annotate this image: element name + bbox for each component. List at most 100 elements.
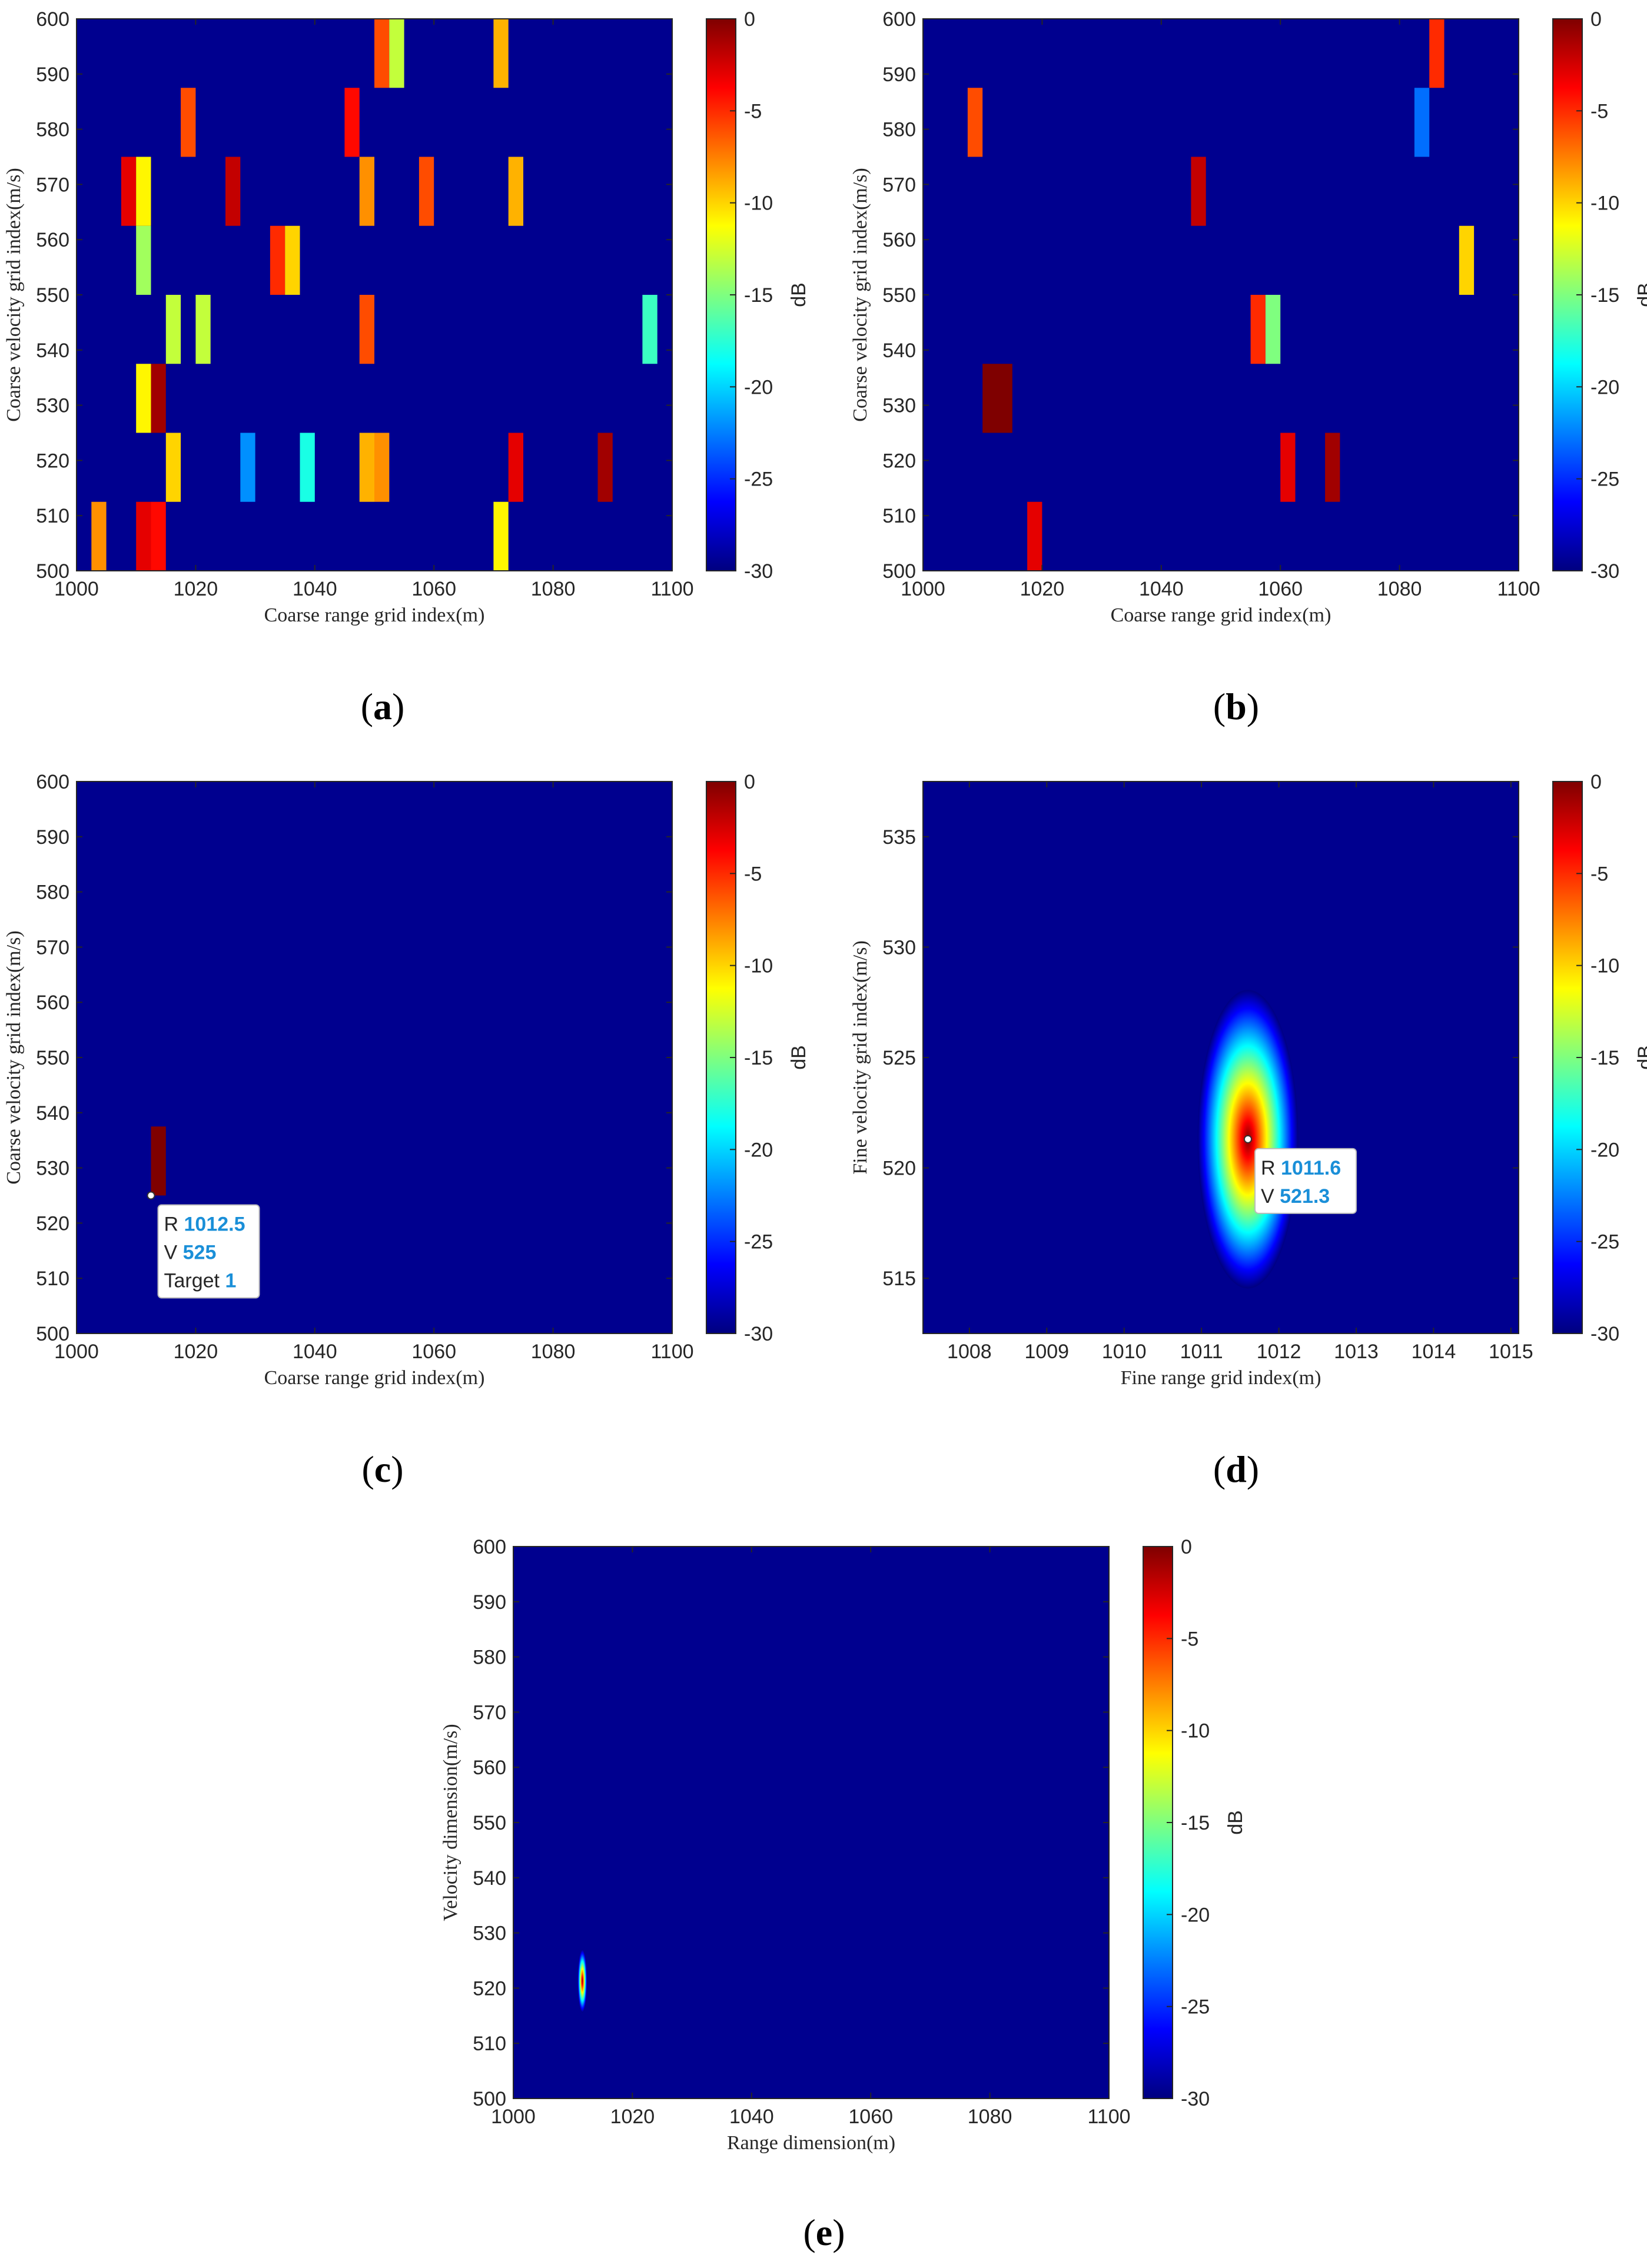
- heatmap-cell: [982, 364, 998, 433]
- x-tick-label: 1011: [1180, 1341, 1223, 1363]
- colorbar-label: dB: [1224, 1810, 1247, 1835]
- y-tick-label: 580: [473, 1647, 506, 1669]
- colorbar-label: dB: [788, 282, 810, 307]
- x-tick-label: 1014: [1412, 1341, 1456, 1363]
- heatmap-cell: [151, 501, 166, 571]
- y-tick-label: 510: [36, 505, 69, 527]
- y-axis-label: Velocity dimension(m/s): [440, 1724, 461, 1921]
- y-tick-label: 540: [36, 1102, 69, 1125]
- datatip-value: 521.3: [1280, 1185, 1330, 1208]
- heatmap-cell: [240, 433, 255, 502]
- x-tick-label: 1000: [54, 578, 99, 600]
- colorbar-label: dB: [1634, 282, 1647, 307]
- colorbar-tick-label: -30: [744, 1323, 773, 1345]
- colorbar-tick-label: -5: [744, 863, 762, 885]
- colorbar-tick-label: -30: [1590, 1323, 1619, 1345]
- heatmap-cell: [151, 364, 166, 433]
- y-tick-label: 590: [473, 1591, 506, 1614]
- heatmap-cell: [1459, 225, 1475, 295]
- caption-e: (e): [803, 2212, 845, 2253]
- datatip-box: [157, 1204, 260, 1299]
- heatmap-cell: [136, 364, 151, 433]
- x-tick-label: 1080: [531, 1341, 576, 1363]
- heatmap-cell: [165, 295, 181, 364]
- heatmap-cell: [195, 295, 211, 364]
- y-tick-label: 560: [36, 992, 69, 1014]
- colorbar-tick-label: -15: [1590, 284, 1619, 307]
- heatmap-cell: [374, 19, 390, 88]
- x-axis-label: Range dimension(m): [727, 2132, 895, 2154]
- datatip-label: R: [1261, 1157, 1281, 1179]
- x-tick-label: 1100: [650, 578, 693, 600]
- datatip-label: V: [1261, 1185, 1280, 1208]
- x-tick-label: 1080: [531, 578, 576, 600]
- y-tick-label: 550: [882, 284, 916, 307]
- panel-c: (c) 1000 1020 1040 1060 1080 1100 500 510 520 530…: [3, 771, 810, 1490]
- colorbar-tick-label: -15: [1181, 1812, 1210, 1834]
- x-tick-label: 1000: [54, 1341, 99, 1363]
- x-tick-label: 1040: [1139, 578, 1184, 600]
- x-tick-label: 1020: [174, 1341, 218, 1363]
- heatmap-cell: [165, 433, 181, 502]
- x-tick-label: 1020: [174, 578, 218, 600]
- y-tick-label: 590: [36, 826, 69, 849]
- y-tick-label: 560: [473, 1757, 506, 1779]
- plot-background: [513, 1547, 1109, 2099]
- colorbar-tick-label: -5: [744, 100, 762, 122]
- heatmap-cell: [374, 433, 390, 502]
- datatip-row: V 525: [164, 1242, 217, 1264]
- x-tick-label: 1009: [1024, 1341, 1069, 1363]
- y-tick-label: 580: [36, 882, 69, 904]
- x-axis-label: Fine range grid index(m): [1121, 1367, 1321, 1389]
- x-tick-label: 1010: [1102, 1341, 1147, 1363]
- x-tick-label: 1000: [901, 578, 945, 600]
- heatmap-cell: [508, 433, 523, 502]
- colorbar-tick-label: -25: [1590, 1231, 1619, 1253]
- heatmap-cell: [1429, 19, 1445, 88]
- y-tick-label: 550: [473, 1812, 506, 1834]
- y-tick-label: 570: [36, 936, 69, 959]
- heatmap-cell: [997, 364, 1012, 433]
- heatmap-cell: [151, 1126, 166, 1196]
- colorbar-label: dB: [788, 1045, 810, 1070]
- heatmap-cell: [1325, 433, 1340, 502]
- y-tick-label: 500: [882, 560, 916, 583]
- datatip[interactable]: R 1011.6V 521.3: [1254, 1148, 1357, 1214]
- colorbar-tick-label: -20: [744, 1139, 773, 1161]
- y-tick-label: 540: [882, 340, 916, 362]
- colorbar-tick-label: -10: [1181, 1720, 1210, 1742]
- heatmap-cell: [359, 295, 374, 364]
- panel-b: (b) 1000 1020 1040 1060 1080 1100 500 510 520 530…: [849, 8, 1647, 727]
- y-axis-label: Fine velocity grid index(m/s): [849, 940, 871, 1175]
- y-tick-label: 500: [473, 2088, 506, 2110]
- colorbar-tick-label: -25: [1590, 468, 1619, 491]
- colorbar-tick-label: -10: [1590, 192, 1619, 215]
- x-tick-label: 1013: [1334, 1341, 1379, 1363]
- x-tick-label: 1080: [1377, 578, 1422, 600]
- colorbar-tick-label: -10: [744, 955, 773, 977]
- y-tick-label: 550: [36, 284, 69, 307]
- target-peak: [577, 1949, 587, 2013]
- heatmap-cell: [136, 157, 151, 226]
- datatip-marker[interactable]: [147, 1191, 155, 1200]
- x-tick-label: 1020: [1020, 578, 1065, 600]
- y-axis-label: Coarse velocity grid index(m/s): [3, 168, 25, 422]
- colorbar-tick-label: -30: [744, 560, 773, 583]
- colorbar-tick-label: -25: [744, 468, 773, 491]
- y-tick-label: 530: [882, 936, 916, 959]
- colorbar-tick-label: -10: [1590, 955, 1619, 977]
- x-tick-label: 1040: [729, 2106, 774, 2128]
- heatmap-cell: [300, 433, 315, 502]
- y-tick-label: 520: [36, 450, 69, 472]
- colorbar-tick-label: -30: [1590, 560, 1619, 583]
- heatmap-cell: [1265, 295, 1281, 364]
- datatip-value: 1012.5: [184, 1213, 245, 1236]
- heatmap-cell: [1027, 501, 1042, 571]
- colorbar-tick-label: -15: [744, 284, 773, 307]
- datatip-marker[interactable]: [1244, 1135, 1252, 1143]
- caption-b: (b): [1213, 686, 1259, 727]
- heatmap-cell: [270, 225, 285, 295]
- colorbar-tick-label: -25: [744, 1231, 773, 1253]
